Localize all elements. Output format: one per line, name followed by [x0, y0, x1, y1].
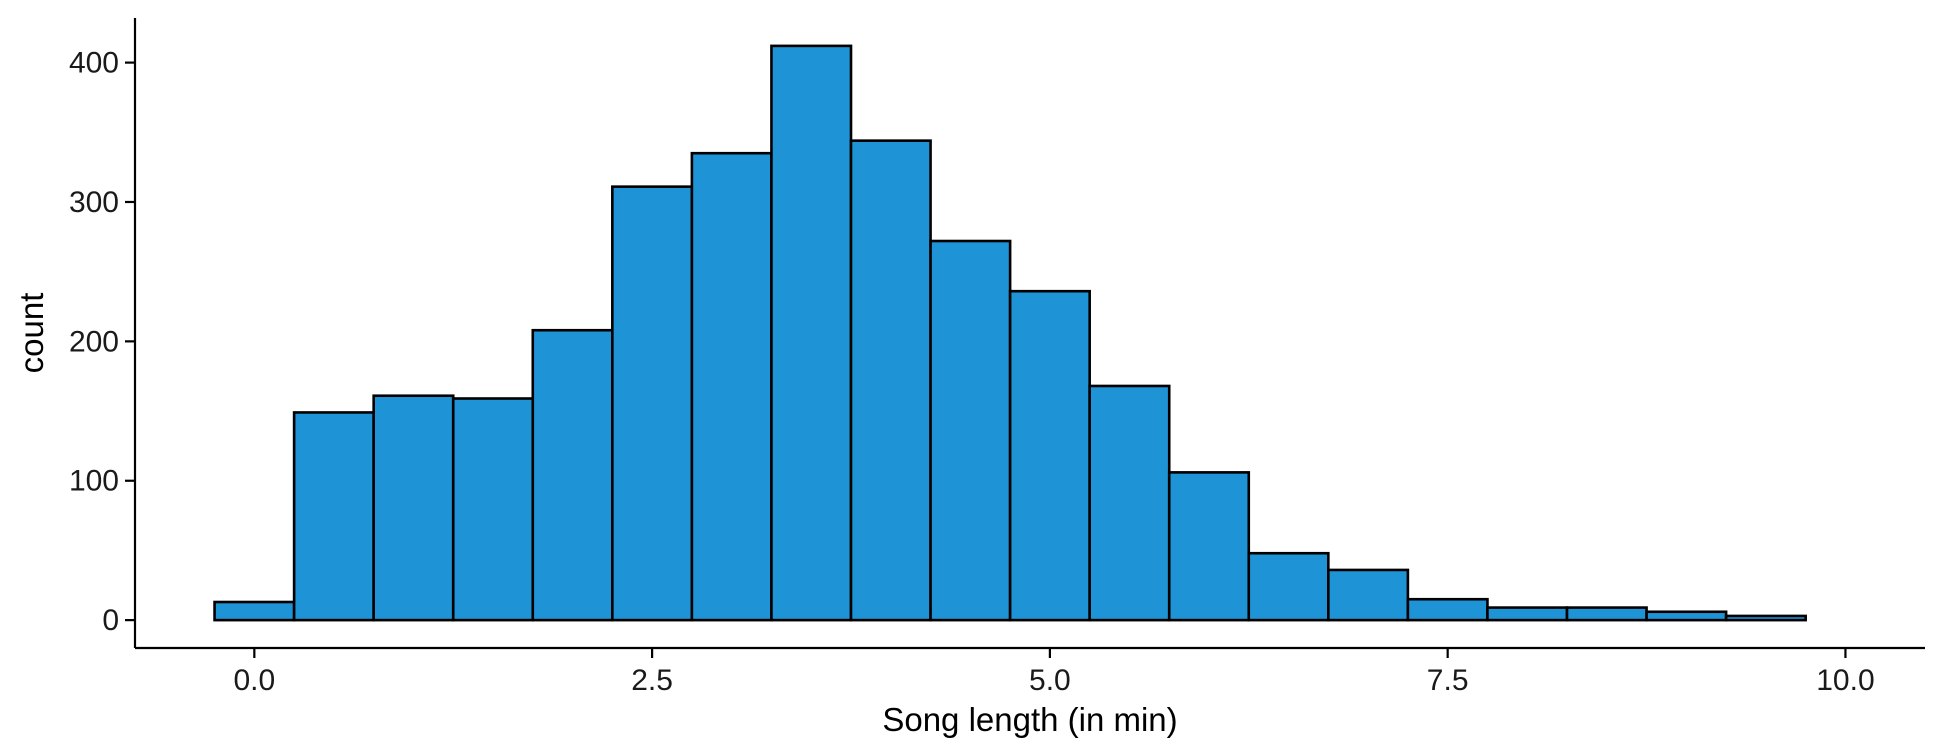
histogram-bar — [1008, 289, 1091, 622]
histogram-bar — [451, 397, 535, 622]
histogram-bar — [929, 239, 1012, 622]
histogram-bar — [213, 600, 296, 622]
x-tick-label: 5.0 — [1029, 664, 1071, 697]
histogram-bar — [1645, 610, 1728, 622]
histogram-bar — [1486, 606, 1569, 622]
y-tick-label: 0 — [102, 604, 119, 637]
histogram-bar — [1088, 384, 1171, 622]
histogram-bar — [292, 411, 375, 622]
histogram-bar — [531, 328, 614, 622]
histogram-bar — [770, 44, 853, 622]
histogram-bar — [1565, 606, 1648, 622]
y-tick-label: 300 — [69, 186, 119, 219]
histogram-bar — [1724, 614, 1807, 622]
y-tick-label: 100 — [69, 465, 119, 498]
y-axis-ticks: 0 100 200 300 400 — [69, 47, 135, 637]
x-axis-title: Song length (in min) — [882, 701, 1177, 738]
x-tick-label: 10.0 — [1816, 664, 1874, 697]
histogram-bar — [1247, 551, 1330, 622]
x-tick-label: 2.5 — [631, 664, 673, 697]
histogram-bar — [849, 139, 932, 622]
bars-group — [213, 44, 1807, 622]
y-axis-title: count — [13, 293, 50, 374]
histogram-bar — [1406, 597, 1489, 622]
histogram-bar — [1167, 471, 1251, 622]
histogram-bar — [1327, 568, 1410, 622]
y-tick-label: 400 — [69, 47, 119, 80]
histogram-bar — [611, 185, 694, 622]
histogram-bar — [372, 394, 455, 622]
x-tick-label: 7.5 — [1427, 664, 1469, 697]
y-tick-label: 200 — [69, 325, 119, 358]
x-axis-ticks: 0.0 2.5 5.0 7.5 10.0 — [233, 648, 1875, 697]
histogram-bar — [690, 151, 773, 622]
x-tick-label: 0.0 — [233, 664, 275, 697]
